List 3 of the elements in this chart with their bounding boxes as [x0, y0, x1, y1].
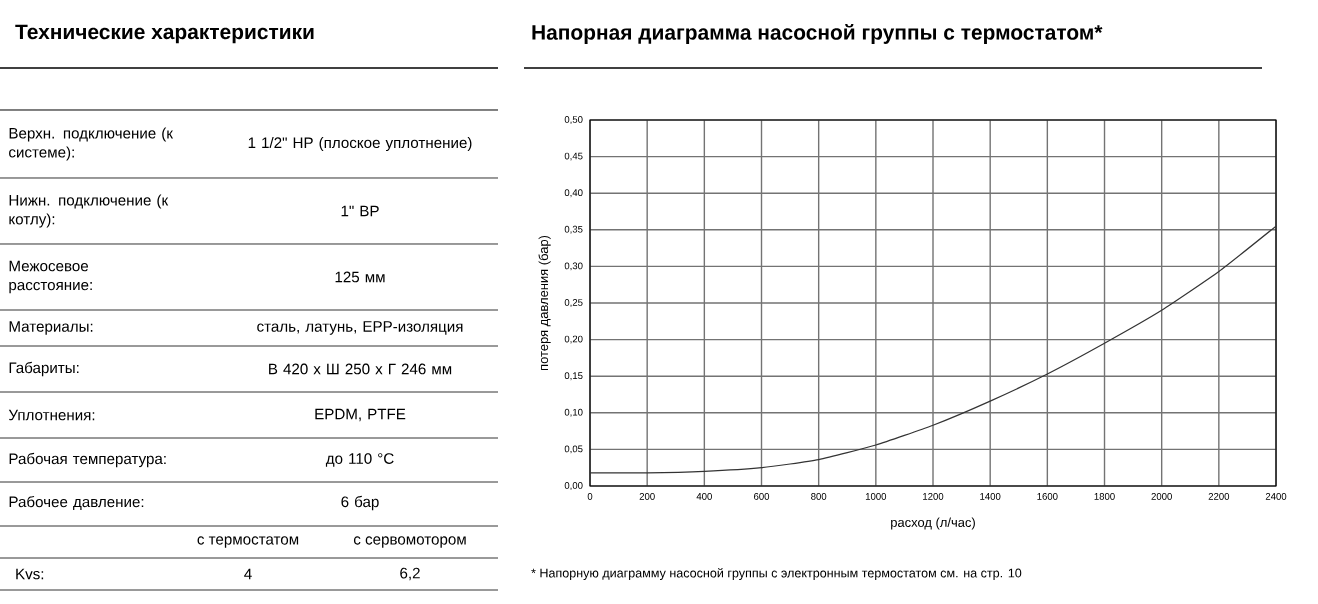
chart-title: Напорная диаграмма насосной группы с термостатом* — [532, 24, 1103, 44]
line-series — [590, 225, 1277, 474]
text: Технические характеристики — [15, 24, 314, 44]
